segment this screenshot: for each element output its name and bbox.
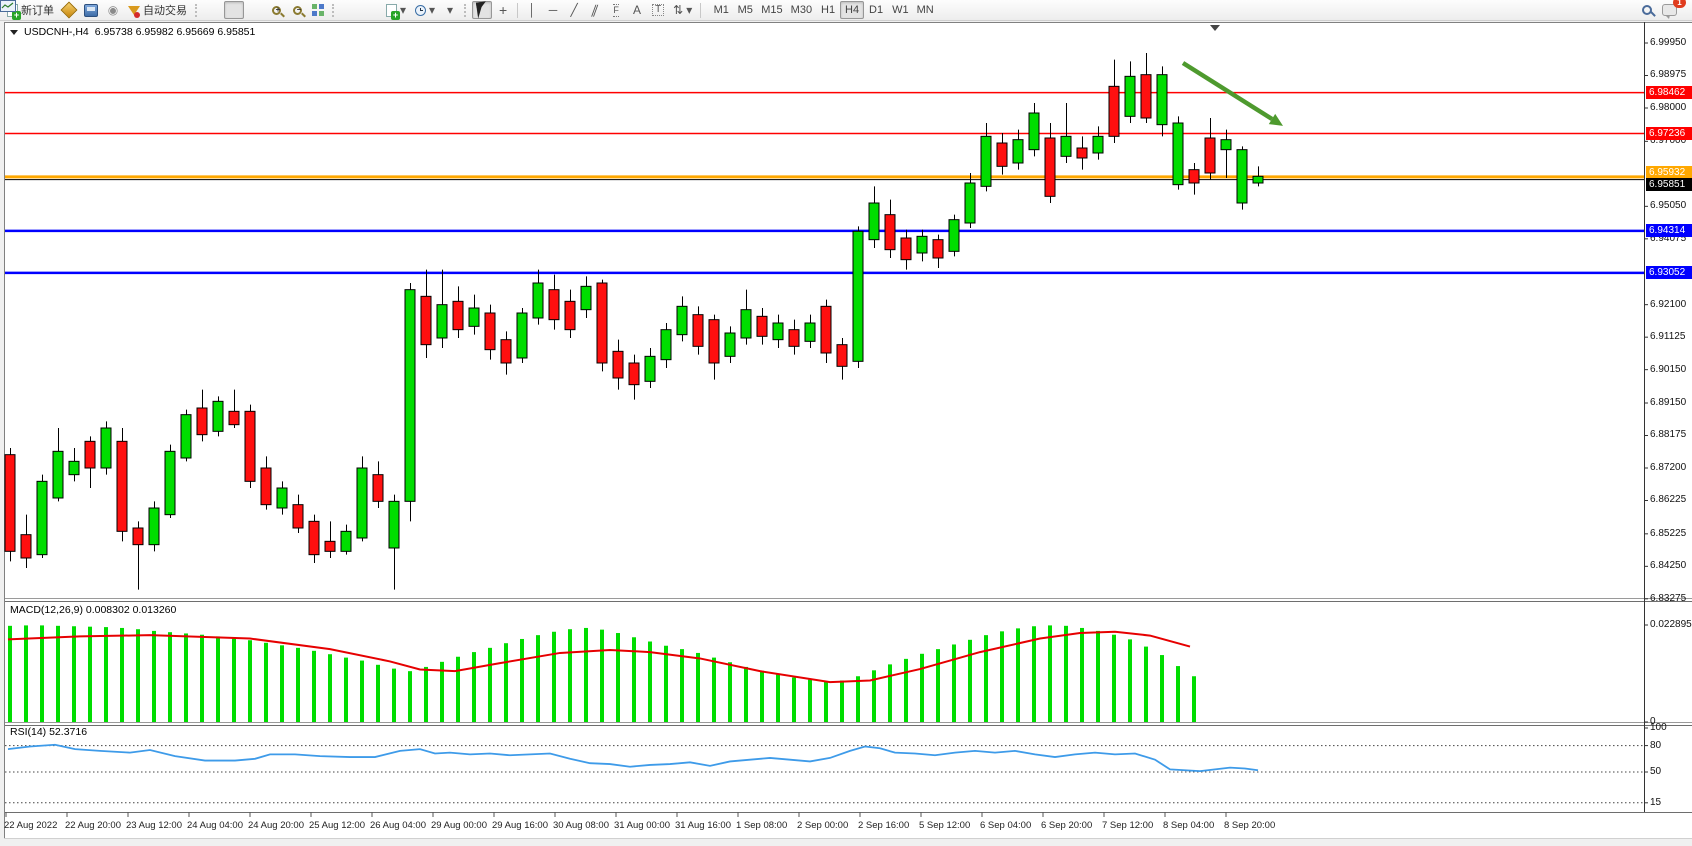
text-button[interactable]: A — [627, 1, 647, 19]
metaeditor-button[interactable] — [80, 1, 102, 19]
dropdown-arrow-icon: ▾ — [429, 3, 436, 17]
vertical-line-button[interactable]: │ — [522, 1, 542, 19]
timeframe-h1[interactable]: H1 — [821, 4, 836, 16]
templates-dropdown[interactable]: ▾ — [0, 0, 460, 19]
rsi-line — [7, 743, 1259, 773]
timeframe-group: M1 M5 M15 M30 H1 H4 D1 W1 MN — [709, 1, 937, 19]
timeframe-m15[interactable]: M15 — [761, 4, 783, 16]
timeframe-h4[interactable]: H4 — [840, 1, 865, 19]
timeframe-w1[interactable]: W1 — [892, 4, 909, 16]
timeframe-d1[interactable]: D1 — [869, 4, 884, 16]
autotrading-label: 自动交易 — [143, 5, 187, 17]
fibonacci-icon: F — [613, 3, 619, 17]
arrows-icon: ⇅ — [673, 3, 684, 17]
metaeditor-icon — [84, 3, 98, 17]
horizontal-level-lines — [5, 91, 1644, 275]
dropdown-arrow-icon: ▾ — [447, 3, 454, 17]
text-label-icon: T — [652, 4, 665, 16]
timeframe-m30[interactable]: M30 — [790, 4, 813, 16]
timeframe-mn[interactable]: MN — [916, 4, 934, 16]
zoom-in-button[interactable]: + — [266, 1, 286, 19]
toolbar-separator — [517, 2, 519, 18]
arrows-dropdown[interactable]: ⇅ ▾ — [669, 1, 696, 19]
trendline-button[interactable]: ╱ — [564, 1, 584, 19]
chat-icon — [1662, 4, 1677, 19]
text-label-button[interactable]: T — [648, 1, 668, 19]
signal-icon: ◉ — [107, 3, 119, 17]
crosshair-icon: + — [498, 2, 508, 18]
text-icon: A — [633, 3, 642, 17]
toolbar-group-handle — [464, 3, 468, 17]
notifications-button[interactable]: 1 — [1658, 0, 1686, 19]
toolbar-group-handle — [332, 3, 336, 17]
new-chart-dropdown[interactable]: + ▾ — [382, 1, 410, 20]
macd-signal-line — [7, 630, 1191, 684]
trendline-icon: ╱ — [570, 3, 578, 17]
cursor-button[interactable] — [472, 1, 493, 19]
toolbar-group-handle — [195, 3, 199, 17]
fibonacci-button[interactable]: F — [606, 1, 626, 19]
periods-dropdown[interactable]: ▾ — [411, 1, 439, 19]
trend-arrow[interactable] — [1181, 61, 1274, 121]
search-icon — [1642, 5, 1652, 15]
shift-marker-icon[interactable] — [1210, 25, 1220, 31]
timeframe-m5[interactable]: M5 — [737, 4, 753, 16]
new-order-label: 新订单 — [21, 5, 54, 17]
horizontal-line-button[interactable]: ─ — [543, 1, 563, 19]
dropdown-arrow-icon: ▾ — [686, 3, 693, 17]
macd-pane — [7, 625, 1196, 722]
signals-button[interactable]: ◉ — [103, 1, 123, 19]
clock-icon — [415, 4, 427, 16]
zoom-in-icon: + — [271, 5, 281, 15]
vertical-line-icon: │ — [528, 3, 536, 17]
template-chart-icon — [0, 0, 16, 12]
zoom-out-icon: − — [292, 5, 302, 15]
toolbar: + 新订单 ◉ 自动交易 + − + ▾ — [0, 0, 1692, 21]
dropdown-arrow-icon: ▾ — [400, 3, 407, 17]
autotrading-button[interactable]: 自动交易 — [124, 1, 191, 19]
notification-badge: 1 — [1673, 0, 1686, 8]
funnel-icon — [128, 5, 140, 18]
trend-arrow-head — [1268, 113, 1284, 126]
tile-windows-button[interactable] — [308, 1, 328, 19]
rsi-pane — [5, 743, 1644, 804]
horizontal-line-icon: ─ — [548, 3, 558, 17]
zoom-out-button[interactable]: − — [287, 1, 307, 19]
new-chart-icon: + — [386, 3, 400, 20]
timeframe-m1[interactable]: M1 — [713, 4, 729, 16]
candles — [4, 52, 1264, 590]
toolbar-separator — [700, 2, 702, 18]
search-button[interactable] — [1637, 1, 1657, 19]
crosshair-button[interactable]: + — [493, 1, 513, 19]
tile-windows-icon — [312, 4, 324, 16]
